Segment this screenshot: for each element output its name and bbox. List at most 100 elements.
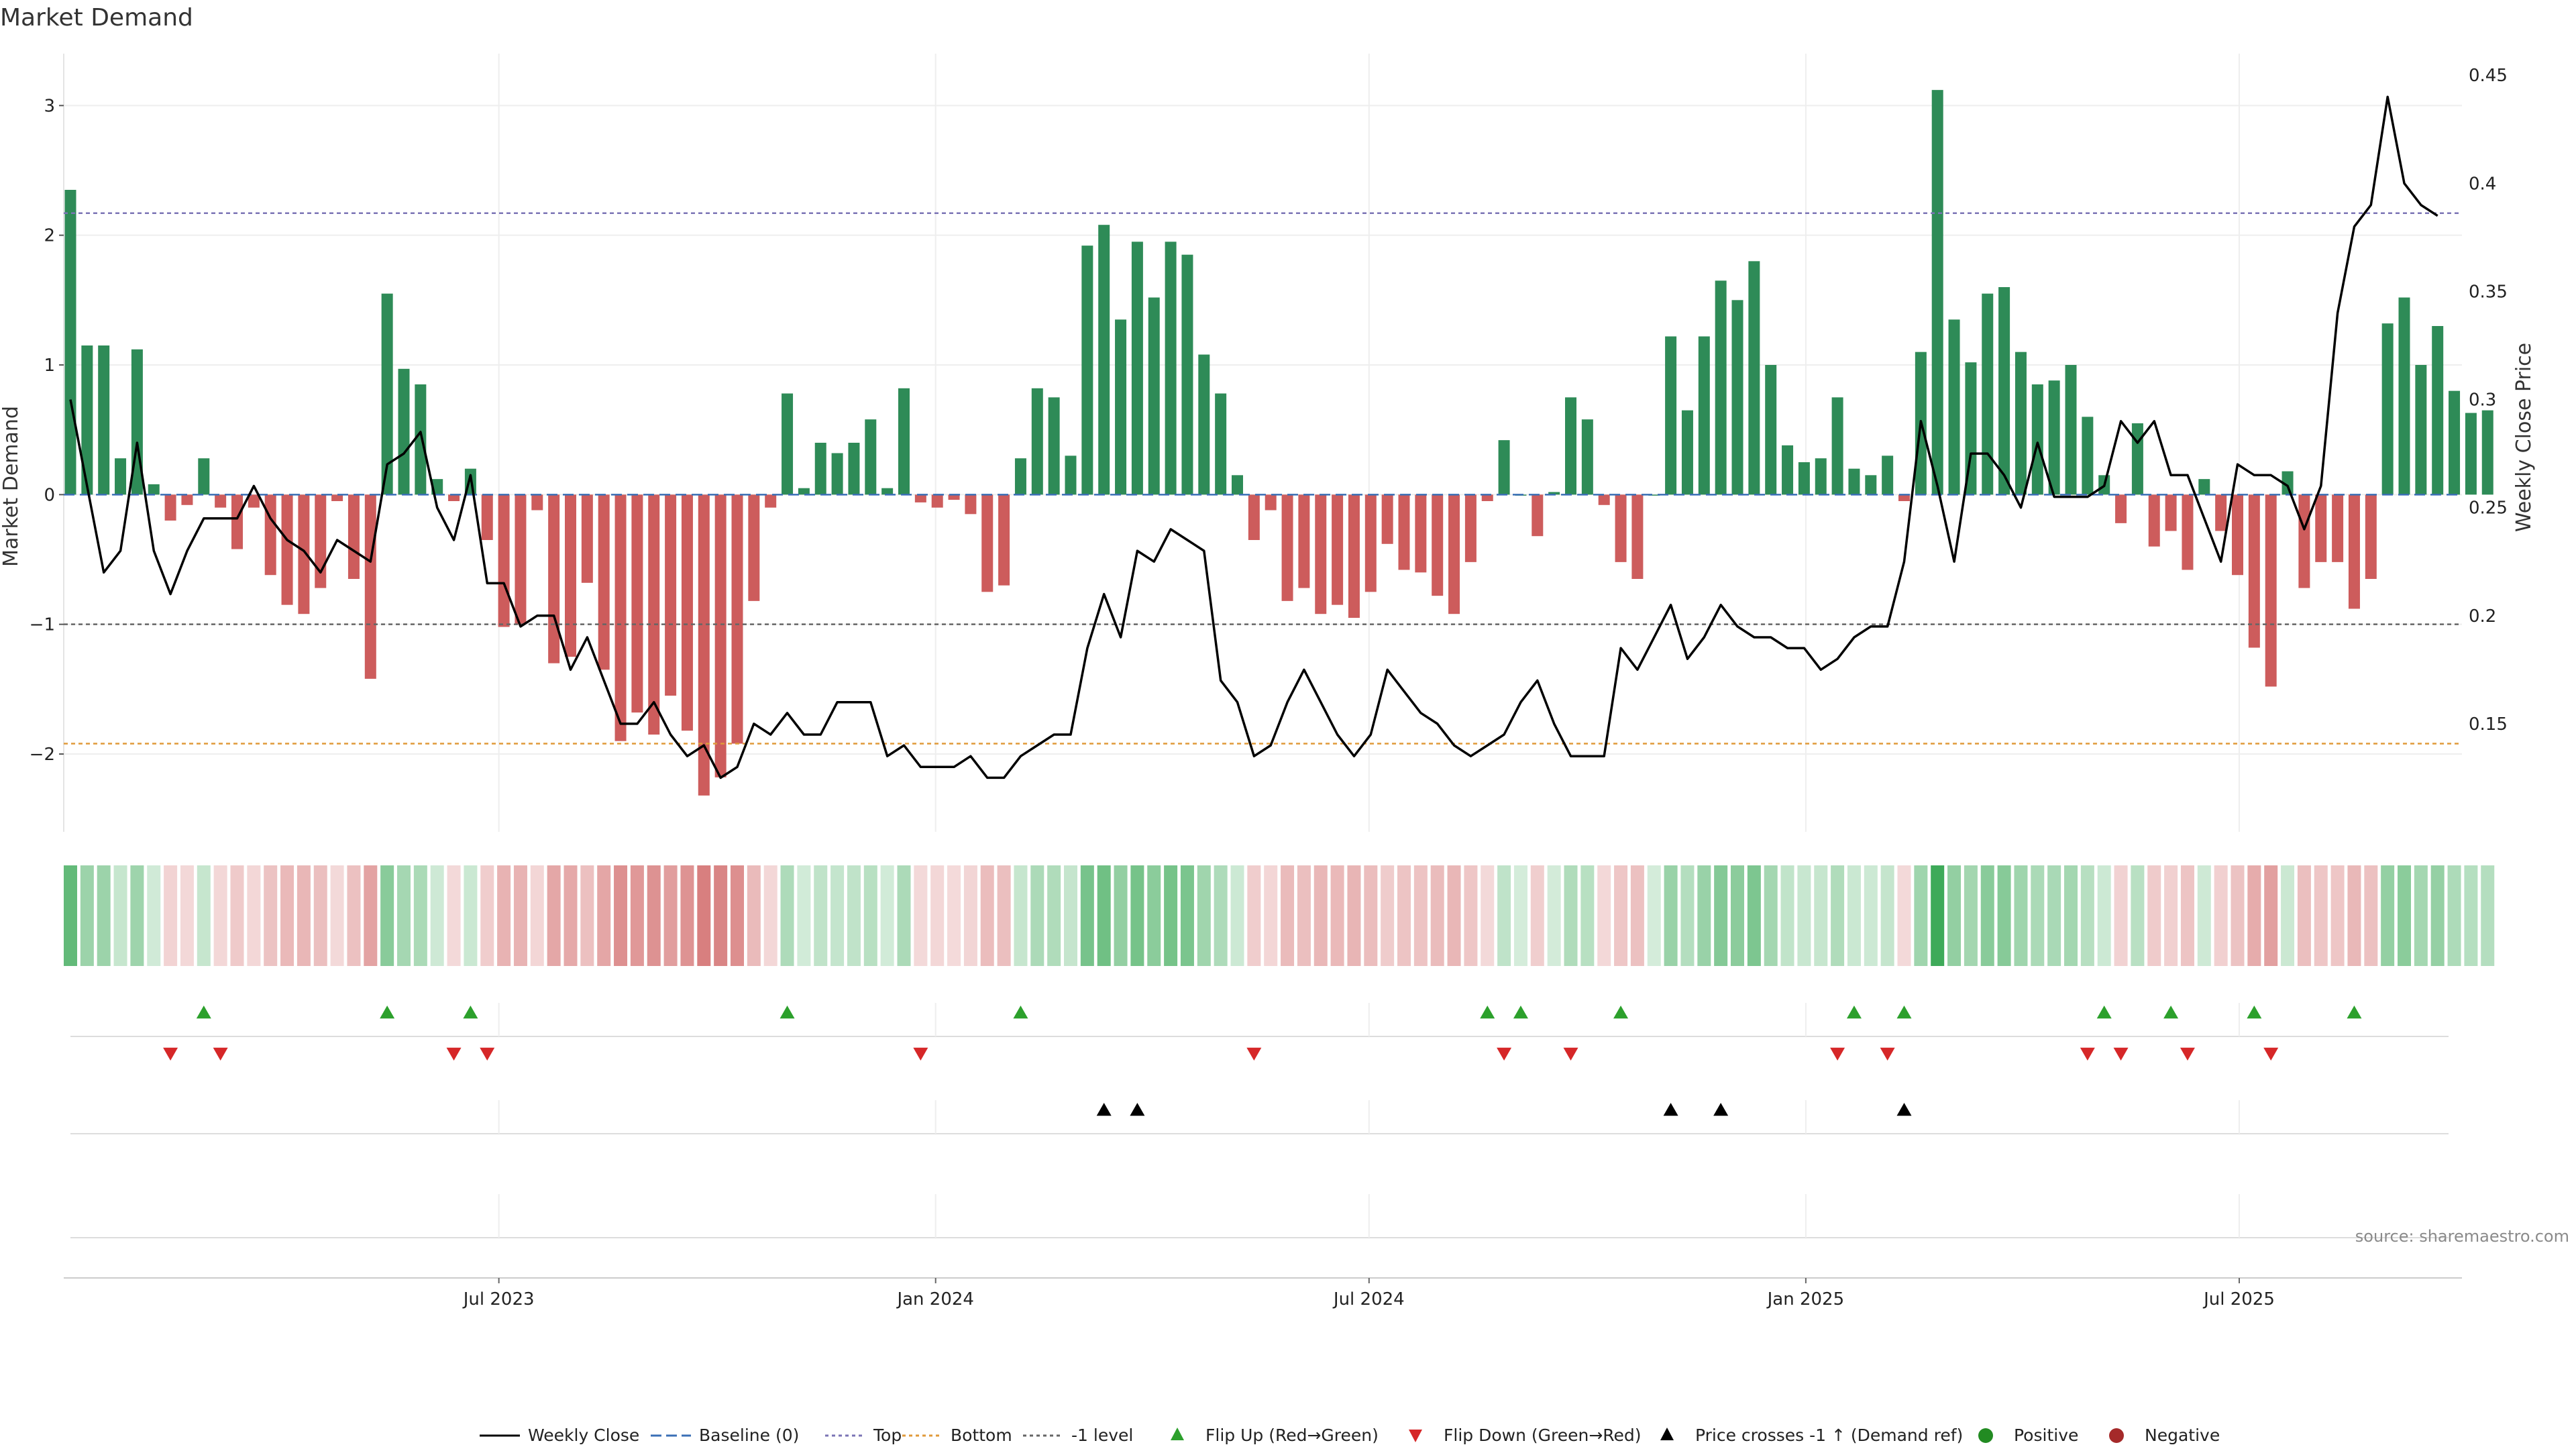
demand-bar — [1581, 419, 1593, 495]
left-tick-label: 2 — [44, 226, 55, 246]
demand-bar — [2348, 494, 2360, 609]
right-tick-label: 0.45 — [2469, 66, 2508, 86]
heat-cell — [1313, 865, 1328, 966]
heat-cell — [1647, 865, 1661, 966]
heat-cell — [180, 865, 194, 966]
demand-bar — [448, 494, 460, 501]
left-tick-label: 1 — [44, 356, 55, 376]
heat-cell — [597, 865, 611, 966]
demand-bar — [965, 494, 977, 515]
demand-bar — [1565, 397, 1576, 495]
heat-cell — [2064, 865, 2078, 966]
demand-bar — [264, 494, 276, 576]
heat-cell — [1097, 865, 1111, 966]
price-cross-marker — [1713, 1103, 1729, 1116]
flip-up-marker — [380, 1006, 395, 1019]
heat-cell — [1297, 865, 1311, 966]
heat-cell — [347, 865, 361, 966]
left-tick-label: 0 — [44, 485, 55, 505]
heat-cell — [2047, 865, 2061, 966]
demand-bar — [1315, 494, 1327, 614]
heat-cell — [947, 865, 961, 966]
flip-down-marker — [2180, 1047, 2195, 1061]
demand-bar — [281, 494, 293, 605]
demand-bar — [2182, 494, 2194, 570]
flip-down-marker — [913, 1047, 928, 1061]
demand-bar — [1265, 494, 1277, 511]
demand-bar — [1615, 494, 1627, 562]
demand-bar — [181, 494, 193, 505]
heat-cell — [2364, 865, 2378, 966]
heat-cell — [1714, 865, 1728, 966]
demand-bar — [814, 443, 826, 495]
demand-bar — [215, 494, 227, 508]
demand-bar — [681, 494, 693, 731]
demand-bar — [1681, 410, 1693, 495]
heat-cell — [2381, 865, 2395, 966]
heat-cell — [2031, 865, 2045, 966]
right-tick-label: 0.4 — [2469, 174, 2496, 194]
y-axis-ticks: 3 2 1 0 −1 −2 0.45 0.4 0.35 0.3 0.25 0.2 0.15 — [30, 66, 2508, 765]
legend-item: -1 level — [1023, 1426, 1133, 1445]
heat-cell — [2430, 865, 2445, 966]
demand-bar — [2232, 494, 2243, 576]
heat-cell — [1064, 865, 1077, 966]
legend-label: Flip Down (Green→Red) — [1444, 1426, 1642, 1445]
demand-bar — [231, 494, 243, 549]
demand-bar — [1748, 261, 1760, 495]
heat-cell — [963, 865, 977, 966]
demand-bar — [381, 293, 393, 495]
demand-bar — [2465, 413, 2477, 495]
heat-cell — [1347, 865, 1361, 966]
heat-cell — [1564, 865, 1578, 966]
demand-bar — [1281, 494, 1293, 601]
heat-cell — [1030, 865, 1044, 966]
demand-bar — [481, 494, 493, 540]
legend-item: Bottom — [902, 1426, 1012, 1445]
demand-bar — [1048, 397, 1060, 495]
heat-cell — [2481, 865, 2495, 966]
heat-cell — [280, 865, 294, 966]
heat-cell — [1530, 865, 1544, 966]
heat-cell — [2214, 865, 2228, 966]
demand-bar — [2365, 494, 2377, 579]
legend-label: Weekly Close — [528, 1426, 639, 1445]
flip-down-marker — [1563, 1047, 1578, 1061]
demand-bar — [1831, 397, 1843, 495]
demand-bar — [1181, 254, 1193, 495]
x-tick-label: Jul 2025 — [2202, 1289, 2275, 1309]
heat-cell — [1247, 865, 1261, 966]
heat-cell — [80, 865, 94, 966]
demand-bar — [1931, 90, 1943, 495]
flip-up-marker — [196, 1006, 211, 1019]
demand-bar — [2115, 494, 2127, 523]
heat-cell — [1147, 865, 1161, 966]
demand-bar — [1815, 458, 1827, 495]
demand-bar — [731, 494, 743, 744]
heat-cell — [264, 865, 278, 966]
flip-up-marker — [1613, 1006, 1629, 1019]
heat-cell — [897, 865, 911, 966]
heat-cell — [513, 865, 527, 966]
heat-cell — [2131, 865, 2145, 966]
heat-cell — [731, 865, 744, 966]
heat-cell — [1947, 865, 1962, 966]
right-tick-label: 0.2 — [2469, 606, 2496, 627]
heat-cell — [2147, 865, 2161, 966]
demand-bar — [364, 494, 376, 679]
heat-cell — [863, 865, 877, 966]
demand-bar — [1848, 468, 1860, 495]
flip-up-marker — [2247, 1006, 2262, 1019]
heat-cell — [847, 865, 861, 966]
heat-cell — [1164, 865, 1178, 966]
x-tick-label: Jan 2025 — [1766, 1289, 1845, 1309]
demand-bar — [1348, 494, 1360, 618]
heat-cell — [1547, 865, 1561, 966]
demand-bar — [331, 494, 343, 501]
heat-cell — [1114, 865, 1128, 966]
heat-cell — [397, 865, 411, 966]
heat-cell — [1680, 865, 1695, 966]
demand-bar — [698, 494, 710, 796]
heat-cell — [2080, 865, 2094, 966]
flip-up-marker — [1013, 1006, 1028, 1019]
